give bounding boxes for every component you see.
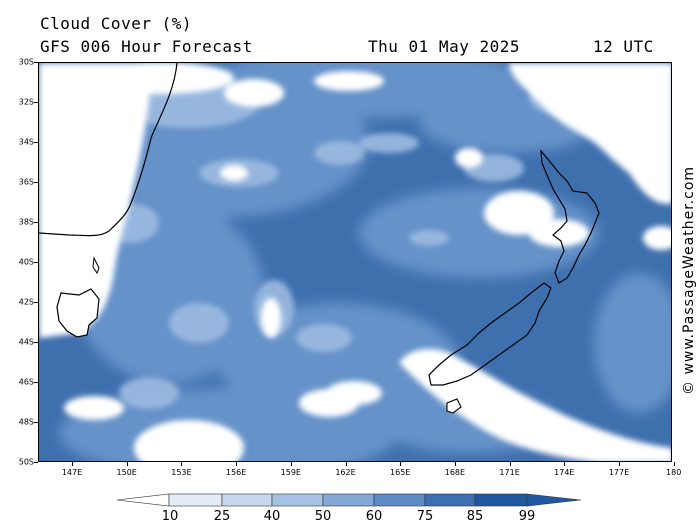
lat-tick <box>34 342 38 343</box>
legend-swatch <box>424 493 476 507</box>
lat-tick <box>34 142 38 143</box>
lon-label-147e: 147E <box>61 468 83 477</box>
lon-label-168e: 168E <box>444 468 466 477</box>
lat-label-40s: 40S <box>18 257 34 267</box>
lon-tick <box>72 462 73 466</box>
lat-tick <box>34 262 38 263</box>
lat-tick <box>34 302 38 303</box>
lon-tick <box>290 462 292 466</box>
lon-tick <box>619 462 620 466</box>
clear-sky-areas <box>39 63 671 461</box>
legend-swatch <box>221 493 273 507</box>
lat-label-42s: 42S <box>18 297 34 307</box>
legend-label: 60 <box>365 509 383 524</box>
lat-label-48s: 48S <box>18 417 34 427</box>
color-scale-bar <box>117 493 582 507</box>
lon-label-174e: 174E <box>554 468 575 477</box>
legend-arrow-high <box>526 493 582 507</box>
lon-tick <box>454 462 456 466</box>
forecast-time: 12 UTC <box>593 37 654 56</box>
legend-label: 25 <box>213 509 231 524</box>
australia-coastline <box>39 63 178 237</box>
lat-label-50s: 50S <box>18 457 34 467</box>
lon-label-162e: 162E <box>335 468 356 477</box>
legend-swatch <box>322 493 375 507</box>
lat-label-36s: 36S <box>18 177 34 187</box>
lat-label-46s: 46S <box>18 377 34 387</box>
legend-swatch <box>373 493 426 507</box>
forecast-subtitle: GFS 006 Hour Forecast <box>40 37 253 56</box>
lat-label-44s: 44S <box>18 337 34 347</box>
lat-label-32s: 32S <box>18 97 34 107</box>
legend-label: 50 <box>314 509 332 524</box>
lat-tick <box>34 422 38 423</box>
lat-tick <box>34 182 38 183</box>
lon-label-171e: 171E <box>499 468 520 477</box>
lon-tick <box>181 462 183 466</box>
lon-tick <box>236 462 238 466</box>
lon-tick <box>564 462 566 466</box>
lon-tick <box>126 462 128 466</box>
lon-label-165e: 165E <box>390 468 411 477</box>
lon-tick <box>673 462 675 466</box>
lat-label-38s: 38S <box>18 217 34 227</box>
lat-tick <box>34 462 38 463</box>
lon-tick <box>345 462 347 466</box>
legend-label: 40 <box>263 509 281 524</box>
credit-text: © www.PassageWeather.com <box>681 165 697 395</box>
lat-tick <box>34 62 38 63</box>
lon-label-177e: 177E <box>608 468 630 477</box>
king-island-outline <box>92 256 100 275</box>
lat-label-34s: 34S <box>18 137 34 147</box>
stewart-island-outline <box>446 398 462 414</box>
lon-label-156e: 156E <box>225 468 247 477</box>
nz-north-island-outline <box>540 149 600 284</box>
forecast-date: Thu 01 May 2025 <box>368 37 520 56</box>
lon-label-153e: 153E <box>171 468 192 477</box>
legend-label: 10 <box>161 509 179 524</box>
lon-tick <box>509 462 511 466</box>
tasmania-outline <box>56 288 100 338</box>
map-title: Cloud Cover (%) <box>40 14 192 33</box>
legend-swatch <box>168 493 223 507</box>
cloud-cover-map[interactable] <box>38 62 672 462</box>
legend-swatch <box>271 493 324 507</box>
lon-label-150e: 150E <box>116 468 137 477</box>
lon-tick <box>400 462 402 466</box>
legend-label: 75 <box>416 509 434 524</box>
lat-tick <box>34 382 38 383</box>
lat-label-30s: 30S <box>18 57 34 67</box>
map-canvas <box>39 63 671 461</box>
legend-swatch <box>474 493 528 507</box>
legend-label: 99 <box>518 509 536 524</box>
legend-arrow-low <box>117 493 170 507</box>
lat-tick <box>34 102 38 103</box>
nz-south-island-outline <box>428 282 552 386</box>
legend-label: 85 <box>466 509 484 524</box>
lon-label-159e: 159E <box>280 468 301 477</box>
lon-label-180: 180 <box>666 468 682 477</box>
lat-tick <box>34 222 38 223</box>
